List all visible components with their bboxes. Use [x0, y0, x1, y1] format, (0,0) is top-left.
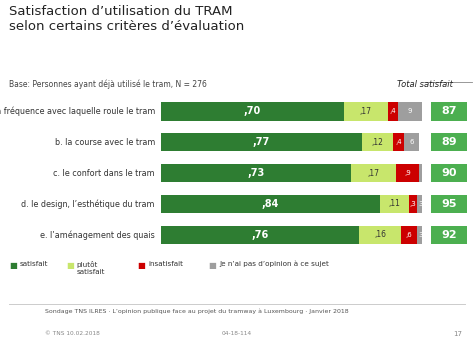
Text: e. l’aménagement des quais: e. l’aménagement des quais: [40, 230, 155, 240]
Text: 3: 3: [419, 232, 423, 238]
Bar: [161, 164, 352, 182]
Text: TNS: TNS: [12, 329, 35, 339]
Text: Sondage TNS ILRES · L’opinion publique face au projet du tramway à Luxembourg · : Sondage TNS ILRES · L’opinion publique f…: [45, 309, 349, 314]
Bar: [401, 225, 417, 244]
Bar: [398, 102, 422, 121]
Bar: [393, 133, 404, 152]
Text: satisfait: satisfait: [20, 261, 48, 267]
FancyBboxPatch shape: [431, 164, 467, 182]
Text: b. la course avec le tram: b. la course avec le tram: [55, 138, 155, 147]
Bar: [161, 133, 362, 152]
Text: plutôt
satisfait: plutôt satisfait: [77, 261, 105, 275]
Text: © TNS 10.02.2018: © TNS 10.02.2018: [45, 331, 100, 336]
Text: ■: ■: [66, 261, 74, 270]
Text: ,77: ,77: [253, 137, 270, 147]
Bar: [396, 164, 419, 182]
Text: ■: ■: [137, 261, 146, 270]
Text: insatisfait: insatisfait: [148, 261, 183, 267]
Text: 17: 17: [453, 331, 462, 337]
Text: ,76: ,76: [252, 230, 269, 240]
Text: ,17: ,17: [360, 107, 372, 116]
Text: ,84: ,84: [262, 199, 279, 209]
Text: a. la fréquence avec laquelle roule le tram: a. la fréquence avec laquelle roule le t…: [0, 106, 155, 116]
Text: ,3: ,3: [410, 201, 416, 207]
Bar: [352, 164, 396, 182]
Bar: [417, 195, 425, 213]
Text: Je n’ai pas d’opinion à ce sujet: Je n’ai pas d’opinion à ce sujet: [219, 261, 329, 267]
Bar: [380, 195, 409, 213]
Text: 95: 95: [441, 199, 457, 209]
Text: ■: ■: [209, 261, 217, 270]
Text: Base: Personnes ayant déjà utilisé le tram, N = 276: Base: Personnes ayant déjà utilisé le tr…: [9, 80, 207, 89]
Text: ,17: ,17: [368, 169, 380, 178]
Text: 92: 92: [441, 230, 457, 240]
FancyBboxPatch shape: [431, 225, 467, 244]
Text: c. le confort dans le tram: c. le confort dans le tram: [53, 169, 155, 178]
Text: Satisfaction d’utilisation du TRAM
selon certains critères d’évaluation: Satisfaction d’utilisation du TRAM selon…: [9, 5, 245, 33]
Text: ,6: ,6: [405, 232, 412, 238]
Text: ,4: ,4: [395, 139, 401, 145]
FancyBboxPatch shape: [431, 195, 467, 213]
Bar: [344, 102, 388, 121]
Text: 9: 9: [408, 108, 412, 114]
Text: ,12: ,12: [372, 138, 383, 147]
Bar: [417, 225, 425, 244]
Text: ,9: ,9: [404, 170, 411, 176]
Text: 89: 89: [441, 137, 457, 147]
Bar: [359, 225, 401, 244]
Text: 04-18-114: 04-18-114: [222, 331, 252, 336]
Bar: [161, 225, 359, 244]
Bar: [161, 102, 344, 121]
Text: Total satisfait: Total satisfait: [397, 80, 453, 89]
Text: ,4: ,4: [390, 108, 396, 114]
Text: 87: 87: [441, 106, 457, 116]
FancyBboxPatch shape: [431, 102, 467, 121]
Bar: [409, 195, 417, 213]
Text: 90: 90: [441, 168, 457, 178]
Text: d. le design, l’esthétique du tram: d. le design, l’esthétique du tram: [21, 199, 155, 209]
Bar: [362, 133, 393, 152]
Bar: [404, 133, 419, 152]
Text: ,70: ,70: [244, 106, 261, 116]
Bar: [419, 164, 422, 182]
FancyBboxPatch shape: [431, 133, 467, 152]
Bar: [161, 195, 380, 213]
Bar: [388, 102, 398, 121]
Text: ,16: ,16: [374, 230, 386, 239]
Text: ,11: ,11: [389, 200, 401, 208]
Text: 6: 6: [409, 139, 414, 145]
Text: ■: ■: [9, 261, 18, 270]
Text: 3: 3: [419, 201, 423, 207]
Text: ,73: ,73: [248, 168, 265, 178]
